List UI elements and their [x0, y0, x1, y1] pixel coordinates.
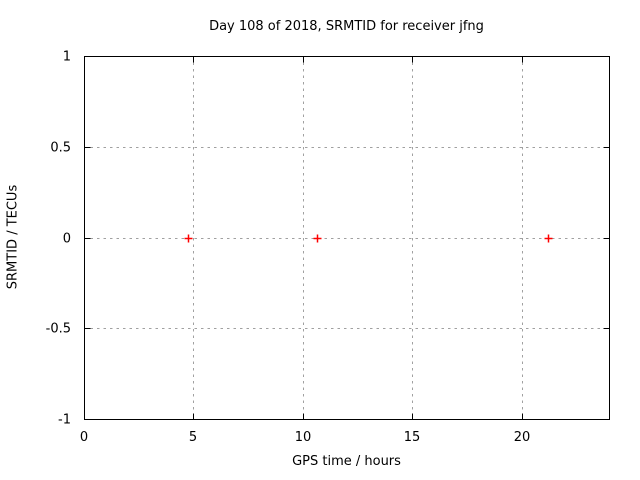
y-tick-label: 0	[63, 232, 71, 247]
x-tick-label: 15	[404, 430, 421, 445]
y-tick-label: 1	[63, 50, 71, 65]
x-axis-label: GPS time / hours	[292, 454, 401, 469]
x-tick-label: 0	[80, 430, 88, 445]
y-tick-label: -0.5	[46, 322, 71, 337]
chart-title: Day 108 of 2018, SRMTID for receiver jfn…	[209, 19, 484, 34]
x-tick-label: 5	[189, 430, 197, 445]
y-tick-label: -1	[58, 413, 71, 428]
x-tick-label: 20	[514, 430, 531, 445]
y-tick-label: 0.5	[50, 141, 71, 156]
x-tick-label: 10	[295, 430, 312, 445]
